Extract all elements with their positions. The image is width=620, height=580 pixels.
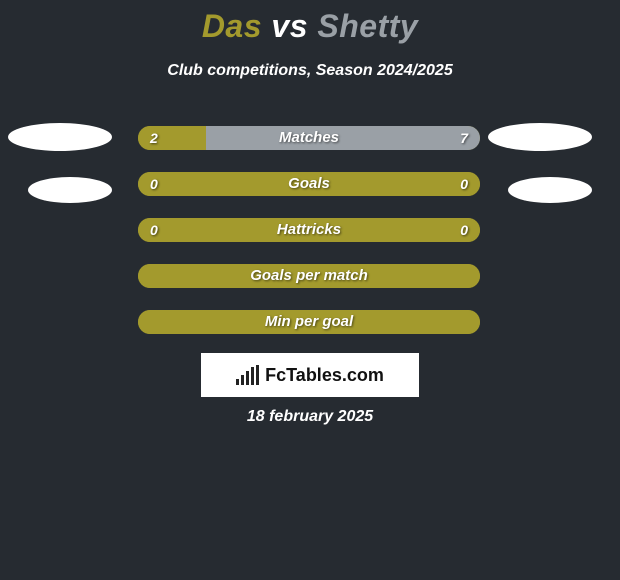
stat-label: Min per goal <box>138 310 480 334</box>
player1-photo-top <box>8 123 112 151</box>
fctables-logo: FcTables.com <box>201 353 419 397</box>
stat-row: 00Hattricks <box>138 218 480 242</box>
stat-rows: 27Matches 00Goals 00Hattricks Goals per mat… <box>138 126 480 356</box>
date: 18 february 2025 <box>0 408 620 426</box>
stat-label: Hattricks <box>138 218 480 242</box>
stat-row: 00Goals <box>138 172 480 196</box>
stat-row: Goals per match <box>138 264 480 288</box>
logo-text: FcTables.com <box>265 365 384 386</box>
title-vs: vs <box>271 8 308 44</box>
stat-row: Min per goal <box>138 310 480 334</box>
stat-row: 27Matches <box>138 126 480 150</box>
comparison-infographic: Das vs Shetty Club competitions, Season … <box>0 0 620 580</box>
title: Das vs Shetty <box>0 8 620 45</box>
stat-label: Matches <box>138 126 480 150</box>
player1-photo-bottom <box>28 177 112 203</box>
player2-photo-top <box>488 123 592 151</box>
stat-label: Goals per match <box>138 264 480 288</box>
subtitle: Club competitions, Season 2024/2025 <box>0 62 620 80</box>
stat-label: Goals <box>138 172 480 196</box>
title-player1: Das <box>202 8 262 44</box>
title-player2: Shetty <box>317 8 418 44</box>
player2-photo-bottom <box>508 177 592 203</box>
logo-bars-icon <box>236 365 259 385</box>
